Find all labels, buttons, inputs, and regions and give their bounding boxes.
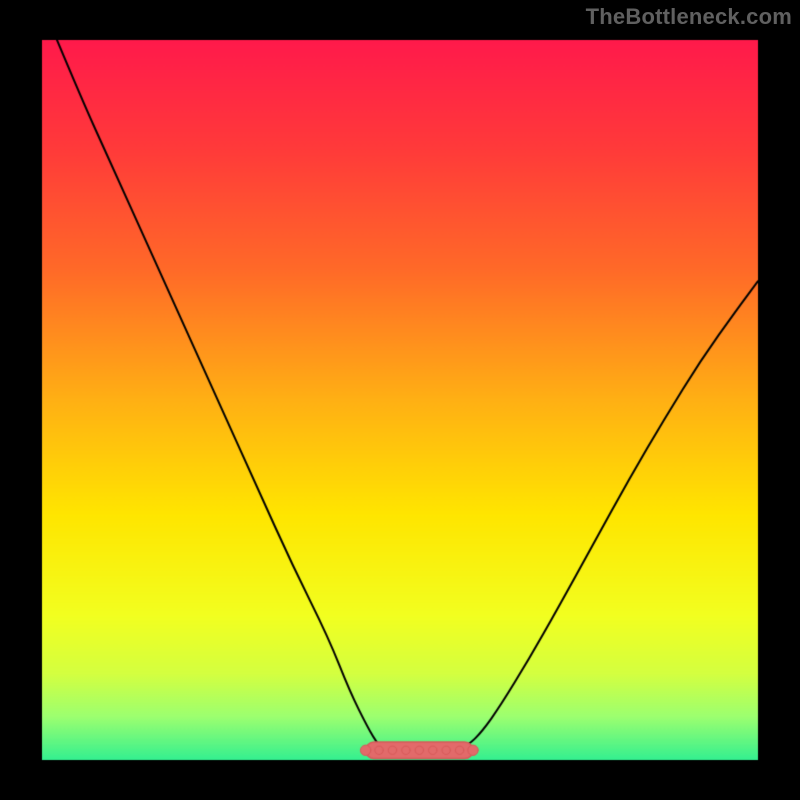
- chart-container: TheBottleneck.com: [0, 0, 800, 800]
- bottleneck-curve-chart: [0, 0, 800, 800]
